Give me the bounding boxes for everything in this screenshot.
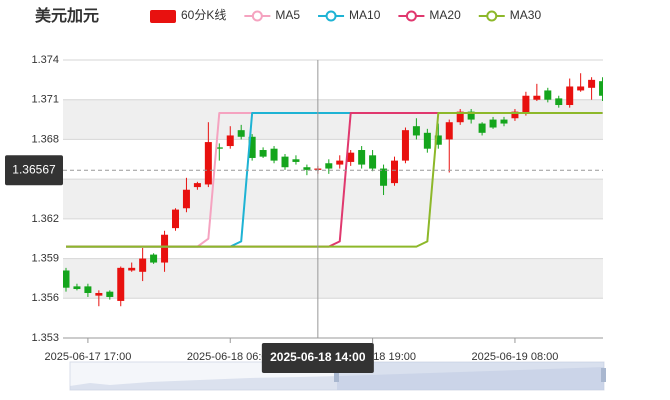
zoom-handle[interactable] bbox=[601, 368, 606, 382]
crosshair-y-box bbox=[5, 155, 63, 186]
split-area bbox=[63, 99, 603, 140]
candle-body bbox=[63, 270, 70, 288]
candle-body bbox=[226, 135, 234, 147]
x-tick-label: 2025-06-17 17:00 bbox=[44, 351, 131, 363]
legend-item[interactable]: MA20 bbox=[398, 8, 461, 22]
legend-label: 60分K线 bbox=[181, 8, 226, 22]
candle-body bbox=[161, 234, 169, 263]
legend-label: MA10 bbox=[349, 8, 381, 22]
candle-body bbox=[599, 81, 603, 96]
candle-body bbox=[303, 167, 311, 170]
candle-body bbox=[336, 160, 344, 165]
candle-body bbox=[172, 209, 179, 229]
legend-label: MA5 bbox=[275, 8, 300, 22]
candle-body bbox=[577, 86, 585, 91]
candle-body bbox=[281, 156, 289, 168]
legend-swatch bbox=[150, 10, 176, 23]
candle-body bbox=[478, 123, 486, 133]
zoom-window bbox=[337, 362, 604, 390]
candle-body bbox=[380, 168, 388, 186]
legend-item[interactable]: MA30 bbox=[478, 8, 542, 22]
candle-body bbox=[73, 286, 81, 290]
y-tick-label: 1.359 bbox=[31, 252, 59, 264]
candle-body bbox=[533, 95, 541, 100]
candle-body bbox=[270, 148, 278, 161]
candle-body bbox=[182, 189, 190, 209]
candle-body bbox=[358, 150, 366, 165]
candle-body bbox=[237, 130, 245, 137]
candle-body bbox=[150, 254, 158, 263]
crosshair-x-box bbox=[261, 343, 374, 373]
candle-body bbox=[555, 98, 563, 106]
candle-body bbox=[95, 292, 103, 296]
legend-swatch bbox=[405, 10, 417, 22]
crosshair-x-label: 2025-06-18 14:00 bbox=[270, 350, 366, 364]
legend-label: MA30 bbox=[510, 8, 542, 22]
candle-body bbox=[412, 126, 420, 136]
chart-title: 美元加元 bbox=[35, 6, 99, 25]
legend-swatch bbox=[325, 10, 337, 22]
candle-body bbox=[391, 160, 398, 184]
candle-body bbox=[347, 152, 355, 162]
split-area bbox=[63, 258, 603, 299]
candle-body bbox=[544, 90, 552, 100]
candle-body bbox=[292, 159, 300, 162]
candle-body bbox=[588, 79, 596, 88]
candle-body bbox=[248, 136, 256, 158]
legend-item[interactable]: 60分K线 bbox=[150, 8, 226, 23]
candle-body bbox=[259, 150, 267, 157]
x-tick-label: 2025-06-18 06:00 bbox=[187, 351, 274, 363]
x-tick-label: 2025-06-19 08:00 bbox=[472, 351, 559, 363]
candle-body bbox=[117, 267, 125, 301]
candle-body bbox=[434, 135, 442, 145]
crosshair-y-label: 1.36567 bbox=[12, 162, 56, 176]
candle-body bbox=[423, 132, 431, 149]
zoom-handle[interactable] bbox=[334, 368, 339, 382]
y-tick-label: 1.368 bbox=[31, 133, 59, 145]
y-tick-label: 1.371 bbox=[31, 94, 59, 106]
legend-item[interactable]: MA10 bbox=[318, 8, 381, 22]
candle-body bbox=[511, 111, 519, 119]
legend-item[interactable]: MA5 bbox=[244, 8, 300, 22]
candle-body bbox=[139, 258, 147, 272]
split-area bbox=[63, 179, 603, 219]
y-tick-label: 1.374 bbox=[31, 54, 59, 66]
series-layer bbox=[63, 73, 603, 307]
candle-body bbox=[215, 147, 223, 149]
candle-body bbox=[84, 286, 92, 293]
candle-body bbox=[566, 86, 574, 106]
legend-swatch bbox=[486, 10, 498, 22]
y-tick-label: 1.356 bbox=[31, 292, 59, 304]
candle-body bbox=[204, 142, 212, 185]
candle-body bbox=[500, 119, 508, 124]
y-tick-label: 1.362 bbox=[31, 213, 59, 225]
legend-label: MA20 bbox=[429, 8, 461, 22]
candle-body bbox=[467, 111, 475, 120]
candle-body bbox=[106, 291, 114, 297]
plot-area bbox=[63, 59, 603, 343]
candle-body bbox=[401, 130, 409, 161]
candle-body bbox=[325, 163, 333, 169]
candle-body bbox=[128, 267, 136, 271]
candle-body bbox=[445, 122, 453, 140]
candle-body bbox=[456, 111, 464, 123]
ma-line bbox=[66, 111, 603, 248]
y-tick-label: 1.353 bbox=[31, 332, 59, 344]
candle-body bbox=[193, 183, 201, 188]
candle-body bbox=[522, 95, 530, 113]
candle-body bbox=[489, 119, 497, 128]
legend-swatch bbox=[251, 10, 263, 22]
candle-body bbox=[369, 155, 377, 169]
